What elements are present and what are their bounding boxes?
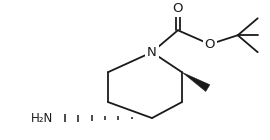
Text: H₂N: H₂N bbox=[31, 112, 53, 125]
Text: O: O bbox=[205, 38, 215, 51]
Text: O: O bbox=[173, 2, 183, 15]
Text: N: N bbox=[147, 46, 157, 59]
Polygon shape bbox=[182, 72, 210, 92]
